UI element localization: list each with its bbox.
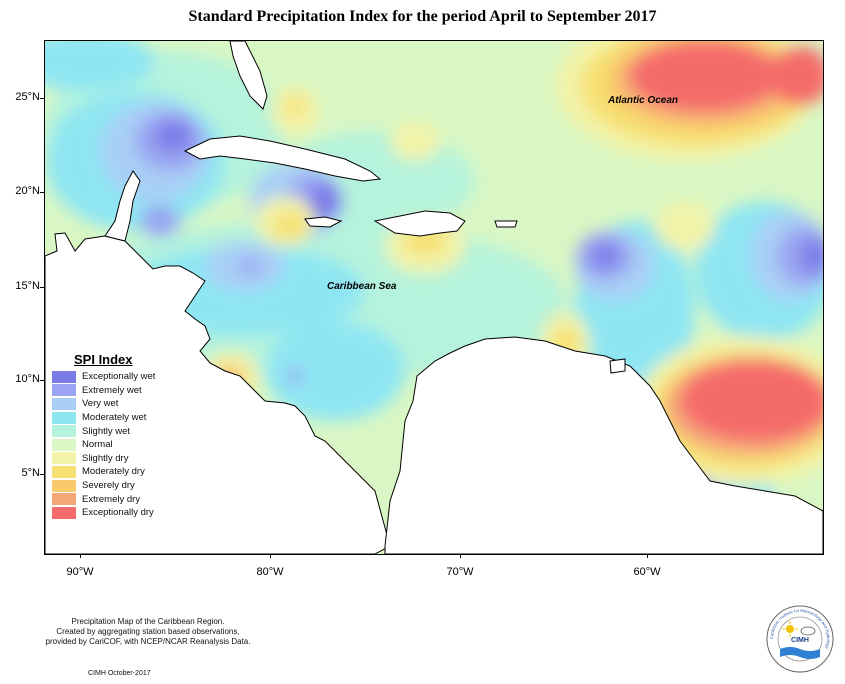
legend-label: Slightly dry <box>82 452 129 464</box>
legend-item: Moderately dry <box>52 465 170 479</box>
lat-tick-mark <box>40 287 44 288</box>
yucatan <box>104 170 141 242</box>
footnote-line: Created by aggregating station based obs… <box>56 627 240 636</box>
legend-item: Exceptionally wet <box>52 370 170 384</box>
spi-legend: SPI Index Exceptionally wet Extremely wet… <box>52 352 170 520</box>
spi-map-canvas <box>45 41 823 554</box>
florida <box>229 41 268 110</box>
trinidad <box>609 358 626 374</box>
atlantic-ocean-label: Atlantic Ocean <box>608 95 679 106</box>
legend-item: Slightly dry <box>52 452 170 466</box>
map-footnote: Precipitation Map of the Caribbean Regio… <box>18 617 278 647</box>
lat-tick-10n: 10°N <box>15 373 40 385</box>
legend-item: Moderately wet <box>52 411 170 425</box>
legend-swatch <box>52 452 76 465</box>
map-title: Standard Precipitation Index for the per… <box>188 8 657 25</box>
lat-tick-25n: 25°N <box>15 91 40 103</box>
legend-item: Exceptionally dry <box>52 506 170 520</box>
legend-label: Extremely wet <box>82 384 142 396</box>
lon-tick-mark <box>80 554 81 558</box>
water-waves-icon <box>780 647 820 659</box>
lon-tick-mark <box>270 554 271 558</box>
legend-label: Extremely dry <box>82 493 141 505</box>
lon-tick-70w: 70°W <box>446 566 474 578</box>
legend-label: Exceptionally dry <box>82 507 154 519</box>
lat-tick-20n: 20°N <box>15 185 40 197</box>
legend-label: Very wet <box>82 398 119 410</box>
legend-item: Slightly wet <box>52 424 170 438</box>
legend-rows: Exceptionally wet Extremely wet Very wet Mo… <box>52 370 170 520</box>
lat-tick-mark <box>40 192 44 193</box>
credit-text: CIMH October-2017 <box>88 670 151 677</box>
cloud-icon <box>800 626 816 636</box>
footnote-line: Precipitation Map of the Caribbean Regio… <box>71 617 225 626</box>
legend-swatch <box>52 438 76 451</box>
jamaica <box>304 216 343 228</box>
spi-map: Atlantic Ocean Caribbean Sea <box>44 40 824 555</box>
legend-swatch <box>52 370 76 383</box>
lat-tick-15n: 15°N <box>15 280 40 292</box>
lon-tick-mark <box>647 554 648 558</box>
legend-label: Moderately dry <box>82 466 145 478</box>
legend-swatch <box>52 384 76 397</box>
legend-item: Normal <box>52 438 170 452</box>
legend-swatch <box>52 493 76 506</box>
puerto-rico <box>494 220 518 228</box>
hispaniola <box>373 210 466 237</box>
legend-swatch <box>52 506 76 519</box>
legend-swatch <box>52 479 76 492</box>
legend-item: Very wet <box>52 397 170 411</box>
lat-tick-mark <box>40 474 44 475</box>
legend-item: Extremely wet <box>52 384 170 398</box>
legend-swatch <box>52 425 76 438</box>
footnote-line: provided by CariCOF, with NCEP/NCAR Rean… <box>45 637 251 646</box>
lat-tick-5n: 5°N <box>21 467 40 479</box>
legend-swatch <box>52 465 76 478</box>
legend-label: Exceptionally wet <box>82 371 156 383</box>
lon-tick-60w: 60°W <box>633 566 661 578</box>
caribbean-sea-label: Caribbean Sea <box>327 281 397 292</box>
lon-tick-90w: 90°W <box>66 566 94 578</box>
legend-label: Slightly wet <box>82 425 131 437</box>
legend-label: Normal <box>82 439 113 451</box>
legend-item: Severely dry <box>52 479 170 493</box>
lon-tick-mark <box>460 554 461 558</box>
cuba <box>183 135 382 182</box>
legend-title: SPI Index <box>74 352 133 367</box>
legend-swatch <box>52 397 76 410</box>
lat-tick-mark <box>40 98 44 99</box>
lat-tick-mark <box>40 380 44 381</box>
lon-tick-80w: 80°W <box>256 566 284 578</box>
cimh-logo: Caribbean Institute for Meteorology and … <box>766 605 834 673</box>
sun-icon <box>782 621 798 637</box>
legend-label: Moderately wet <box>82 412 147 424</box>
logo-text: CIMH <box>791 637 809 644</box>
legend-swatch <box>52 411 76 424</box>
legend-label: Severely dry <box>82 480 135 492</box>
legend-item: Extremely dry <box>52 492 170 506</box>
